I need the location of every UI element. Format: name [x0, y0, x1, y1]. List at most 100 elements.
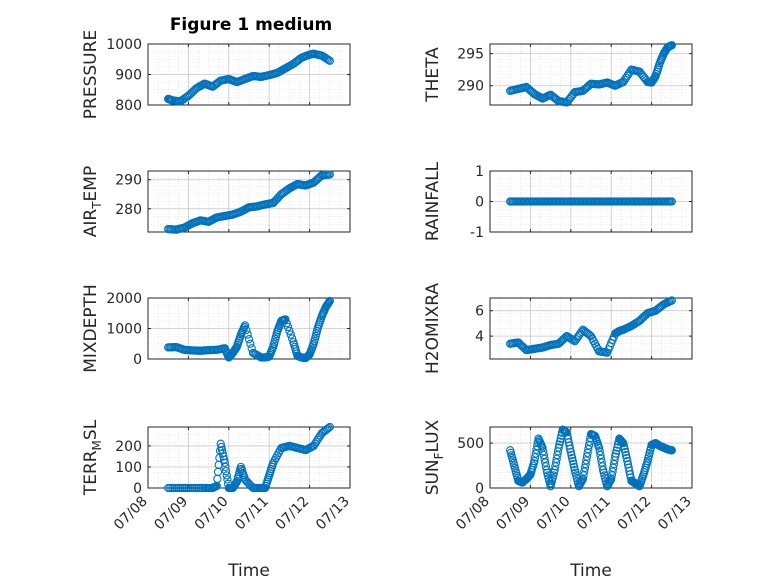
y-axis-label: MIXDEPTH — [81, 284, 101, 373]
y-axis-label: AIRTEMP — [81, 166, 104, 237]
y-tick-label: 200 — [115, 439, 142, 455]
data-point — [619, 441, 629, 451]
subplot-airtemp: 280 290 AIRTEMP — [81, 166, 351, 237]
axes-box — [489, 43, 693, 106]
data-point — [324, 423, 333, 433]
axes-box — [147, 297, 351, 360]
data-point — [244, 335, 254, 344]
data-point — [282, 319, 291, 328]
axes-box — [489, 426, 693, 489]
y-tick-label: 1000 — [106, 322, 142, 338]
y-tick-label: 500 — [457, 436, 484, 452]
data-point — [222, 471, 231, 480]
y-tick-label: 2000 — [106, 291, 142, 307]
data-point — [324, 297, 334, 307]
data-point — [217, 445, 227, 455]
x-tick-label: 07/13 — [655, 494, 695, 534]
data-point — [242, 325, 251, 335]
data-point — [283, 322, 293, 332]
x-tick-label: 07/11 — [232, 494, 272, 534]
x-tick-label: 07/10 — [534, 494, 574, 534]
data-point — [620, 444, 629, 454]
x-axis-label: Time — [569, 561, 612, 581]
data-point — [314, 433, 324, 442]
data-point — [554, 443, 563, 452]
data-point — [325, 422, 334, 432]
data-point — [325, 296, 334, 306]
data-point — [555, 440, 564, 449]
data-point — [287, 334, 297, 343]
data-point — [232, 478, 241, 487]
x-axis-label: Time — [227, 561, 270, 581]
subplot-theta: 290 295 THETA — [423, 41, 693, 107]
x-tick-label: 07/10 — [192, 494, 232, 534]
data-point — [221, 467, 231, 476]
y-axis-label: TERRMSL — [81, 419, 104, 496]
x-tick-label: 07/12 — [273, 494, 313, 534]
data-point — [217, 442, 226, 452]
data-point — [567, 450, 576, 460]
y-axis-label: THETA — [423, 47, 443, 103]
data-point — [216, 439, 225, 448]
data-point — [313, 435, 322, 444]
data-point — [667, 197, 676, 206]
y-axis-label-main: SUN — [423, 459, 443, 495]
data-point — [565, 444, 575, 453]
data-point — [621, 450, 631, 460]
data-point — [310, 439, 320, 448]
y-tick-label: 0 — [475, 195, 484, 211]
y-tick-label: 6 — [475, 304, 484, 320]
data-point — [246, 339, 255, 348]
y-tick-label: 290 — [457, 79, 484, 95]
data-point — [325, 170, 334, 179]
x-tick-label: 07/09 — [493, 494, 533, 534]
y-axis-label: PRESSURE — [81, 30, 101, 119]
y-tick-label: 1000 — [106, 37, 142, 53]
data-point — [221, 462, 230, 472]
data-point — [551, 94, 561, 104]
data-point — [598, 462, 607, 471]
y-axis-label: RAINFALL — [423, 161, 443, 241]
subplot-mixdepth: 0 1000 2000 MIXDEPTH — [81, 284, 351, 373]
data-point — [567, 453, 577, 463]
y-axis-label-main: TERR — [81, 450, 101, 496]
y-tick-label: 0 — [133, 352, 142, 368]
x-tick-label: 07/12 — [615, 494, 655, 534]
y-axis-label-rest: LUX — [423, 419, 443, 452]
data-point — [281, 315, 290, 324]
data-point — [622, 453, 631, 463]
y-axis-label: H2OMIXRA — [423, 283, 443, 374]
y-tick-label: 900 — [115, 68, 142, 84]
data-point — [620, 75, 629, 85]
data-point — [243, 330, 252, 339]
subplot-pressure: 800 900 1000 PRESSURE — [81, 30, 351, 119]
data-point — [324, 298, 333, 308]
data-point — [223, 475, 232, 484]
data-point — [619, 438, 628, 448]
data-point — [617, 436, 626, 446]
x-tick-label: 07/08 — [111, 494, 151, 534]
y-tick-label: 0 — [475, 481, 484, 497]
data-point — [555, 437, 565, 446]
subplot-terrmsl: 07/08 07/09 07/10 07/11 07/12 07/13 0 100 200 TER… — [81, 419, 353, 581]
data-point — [286, 330, 295, 339]
y-axis-label-subscript: T — [90, 201, 104, 210]
data-point — [584, 329, 593, 339]
data-point — [312, 437, 321, 446]
y-axis-label-rest: SL — [81, 419, 101, 440]
y-axis-label-main: AIR — [81, 209, 101, 238]
y-tick-label: 290 — [115, 173, 142, 189]
data-point — [667, 446, 676, 455]
data-point — [569, 459, 578, 469]
data-point — [667, 296, 676, 305]
data-point — [219, 452, 228, 461]
figure-title: Figure 1 medium — [170, 15, 332, 35]
data-point — [612, 446, 621, 455]
y-tick-label: 100 — [115, 460, 142, 476]
axes-box — [147, 43, 351, 106]
y-tick-label: 280 — [115, 202, 142, 218]
y-axis-label-subscript: M — [90, 440, 104, 450]
data-point — [621, 447, 630, 457]
